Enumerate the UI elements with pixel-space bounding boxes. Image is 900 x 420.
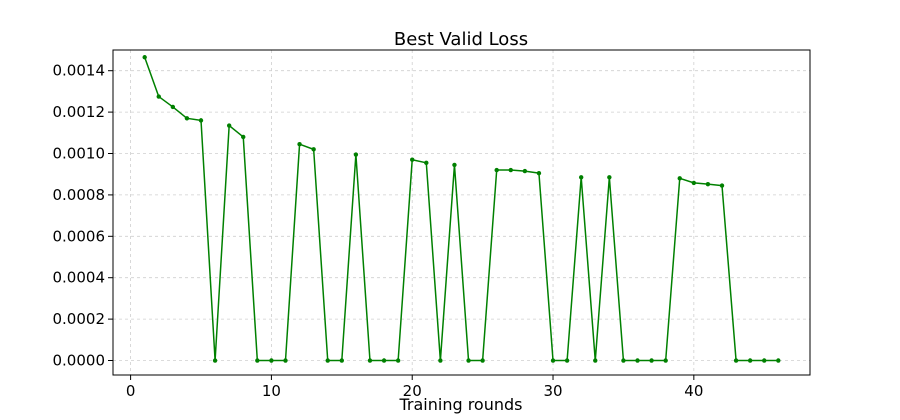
data-point [508,167,513,173]
data-point [283,358,288,363]
data-point [635,358,640,363]
data-point [438,358,443,363]
axes: 0 10 20 30 40 0.0000 0.0002 0.0004 0.0006 0.0008 0… [53,62,704,400]
y-tick-label: 0.0006 [53,227,106,245]
data-point [325,358,330,363]
y-tick-label: 0.0000 [53,352,106,370]
data-point [776,358,781,363]
data-point [466,358,471,363]
x-tick-label: 0 [126,382,136,400]
data-point [705,181,711,187]
data-point [494,167,499,173]
data-point [198,118,204,123]
y-tick-label: 0.0008 [53,186,106,204]
x-tick-label: 40 [684,382,703,400]
grid-lines [113,50,810,375]
y-tick-label: 0.0012 [53,103,106,121]
data-point [691,180,697,186]
data-point [480,358,485,363]
data-point [424,160,429,166]
data-point [649,358,654,363]
data-point [747,358,753,363]
data-point [762,358,767,363]
data-point [311,147,316,152]
data-point [719,183,725,188]
data-point [395,358,401,363]
data-point [367,358,373,363]
x-axis-label: Training rounds [398,395,522,414]
data-point [212,358,218,363]
data-point [677,176,682,181]
data-point [339,358,345,363]
data-point [255,358,260,363]
data-point [663,358,668,363]
x-tick-label: 10 [262,382,281,400]
series-line [143,56,779,362]
y-tick-label: 0.0004 [53,269,106,287]
data-point [381,358,387,363]
data-point [593,358,598,363]
x-tick-label: 20 [403,382,422,400]
data-point [607,175,612,180]
data-point [536,170,542,176]
data-point [226,123,232,128]
data-point [410,157,415,162]
x-tick-label: 30 [543,382,562,400]
data-point [241,134,246,140]
data-point [550,358,556,363]
data-point [170,104,176,110]
data-point [733,358,739,363]
data-point [522,168,528,174]
series-layer [142,55,781,363]
y-tick-label: 0.0002 [53,310,106,328]
data-point [142,55,147,60]
data-point [621,358,626,363]
data-point [156,94,161,99]
data-point [184,116,190,121]
data-point [578,175,584,180]
chart-title: Best Valid Loss [394,29,528,50]
data-point [353,152,359,157]
y-tick-label: 0.0014 [53,62,106,80]
plot-frame [112,49,811,376]
data-point [564,358,570,363]
data-point [297,141,302,147]
y-tick-label: 0.0010 [53,145,106,163]
data-point [452,162,457,168]
data-point [269,358,274,363]
